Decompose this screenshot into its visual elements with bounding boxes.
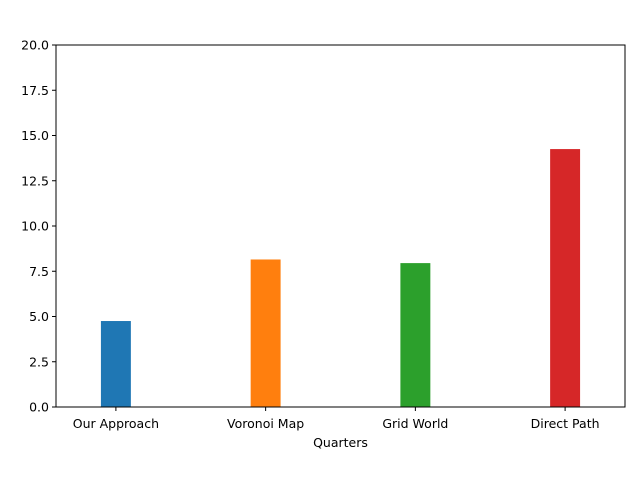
bar-voronoi-map (250, 259, 281, 407)
plot-frame (55, 44, 626, 408)
x-tick-label: Our Approach (73, 416, 159, 431)
y-tick-label: 20.0 (21, 38, 49, 53)
x-tick-label: Grid World (382, 416, 448, 431)
bars-layer (100, 149, 581, 407)
bar-grid-world (400, 263, 431, 407)
y-tick-label: 17.5 (21, 83, 49, 98)
y-tick-label: 0.0 (29, 400, 49, 415)
x-axis-label: Quarters (313, 435, 368, 450)
y-tick-label: 10.0 (21, 219, 49, 234)
y-tick-label: 15.0 (21, 128, 49, 143)
x-tick-label: Voronoi Map (227, 416, 304, 431)
x-axis: Our Approach Voronoi Map Grid World Direct … (73, 407, 600, 431)
bar-our-approach (100, 321, 131, 407)
y-axis: 0.0 2.5 5.0 7.5 10.0 12.5 15.0 17.5 20.0 (21, 38, 56, 415)
x-tick-label: Direct Path (531, 416, 600, 431)
y-tick-label: 2.5 (29, 354, 49, 369)
y-tick-label: 12.5 (21, 173, 49, 188)
bar-direct-path (550, 149, 581, 407)
y-tick-label: 5.0 (29, 309, 49, 324)
y-tick-label: 7.5 (29, 264, 49, 279)
